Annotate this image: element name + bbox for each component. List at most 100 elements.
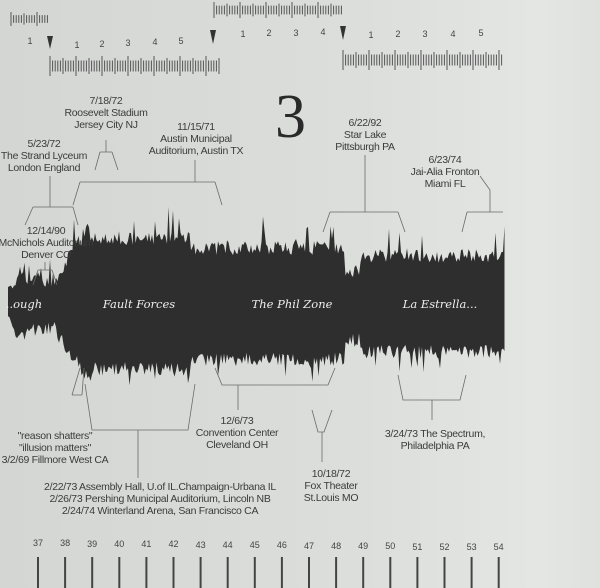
song-title: La Estrella... bbox=[402, 297, 478, 311]
marker-down-icon bbox=[47, 36, 53, 49]
bracket-fox bbox=[311, 409, 333, 462]
annotation-line: 3/2/69 Fillmore West CA bbox=[1, 454, 109, 466]
annotation-line: "illusion matters" bbox=[18, 442, 92, 454]
ruler-number: 37 bbox=[32, 538, 44, 548]
annotation-line: Pittsburgh PA bbox=[335, 141, 395, 153]
top-tick-strips bbox=[10, 2, 503, 76]
song-title: The Phil Zone bbox=[251, 297, 333, 311]
annotation-line: 6/22/92 bbox=[348, 117, 382, 129]
audio-waveform bbox=[8, 206, 505, 386]
marker-icons bbox=[47, 26, 346, 49]
ruler-number: 2 bbox=[395, 29, 401, 39]
ruler-number: 42 bbox=[168, 539, 179, 550]
bracket-cleveland bbox=[214, 367, 336, 410]
ruler-number: 1 bbox=[240, 29, 246, 39]
annotation-mcnichols: 12/14/90 McNichols Auditorium Denver CO bbox=[0, 225, 94, 261]
annotation-line: Miami FL bbox=[424, 178, 466, 190]
ruler-number: 5 bbox=[178, 36, 184, 46]
ruler-number: 47 bbox=[303, 540, 315, 551]
annotation-austin: 11/15/71 Austin Municipal Auditorium, Au… bbox=[148, 121, 244, 157]
annotation-line: Jai-Alia Fronton bbox=[410, 166, 480, 178]
bracket-mcnichols bbox=[32, 262, 58, 286]
annotation-line: Star Lake bbox=[343, 129, 387, 141]
ruler-number: 5 bbox=[478, 28, 484, 38]
ruler-number: 3 bbox=[125, 38, 131, 48]
ruler-number: 46 bbox=[276, 540, 287, 551]
annotation-line: 12/14/90 bbox=[26, 225, 66, 237]
bracket-roosevelt bbox=[94, 140, 119, 171]
ruler-number: 40 bbox=[114, 538, 125, 549]
ruler-number: 1 bbox=[74, 40, 80, 50]
annotation-line: The Strand Lyceum bbox=[0, 150, 88, 162]
bracket-spectrum bbox=[397, 374, 467, 420]
disc-number: 3 bbox=[275, 83, 306, 151]
annotation-line: Convention Center bbox=[195, 427, 279, 439]
annotation-line: 2/24/74 Winterland Arena, San Francisco … bbox=[61, 505, 259, 517]
ruler-number: 4 bbox=[152, 37, 158, 47]
ruler-number: 43 bbox=[195, 539, 206, 550]
annotation-line: Austin Municipal bbox=[160, 133, 232, 145]
annotation-line: Jersey City NJ bbox=[74, 119, 138, 131]
annotation-fillmore: "reason shatters" "illusion matters" 3/2… bbox=[2, 430, 109, 466]
annotation-fox: 10/18/72 Fox Theater St.Louis MO bbox=[303, 468, 359, 504]
ruler-number: 54 bbox=[493, 542, 504, 553]
annotation-line: 12/6/73 bbox=[220, 415, 254, 427]
ruler-number: 2 bbox=[99, 39, 105, 49]
ruler-number: 44 bbox=[222, 539, 233, 550]
annotation-jaialai: 6/23/74 Jai-Alia Fronton Miami FL bbox=[411, 154, 480, 190]
ruler-number: 3 bbox=[422, 29, 428, 39]
ruler-number: 53 bbox=[466, 542, 477, 552]
bracket-jaialai bbox=[461, 175, 503, 233]
bracket-multi bbox=[84, 383, 196, 478]
annotation-line: Cleveland OH bbox=[206, 439, 268, 451]
ruler-number: 48 bbox=[331, 540, 342, 551]
annotation-line: 3/24/73 The Spectrum, bbox=[384, 428, 486, 440]
annotation-roosevelt: 7/18/72 Roosevelt Stadium Jersey City NJ bbox=[64, 95, 147, 131]
annotation-line: 11/15/71 bbox=[177, 121, 215, 133]
bracket-fillmore bbox=[71, 367, 85, 396]
ruler-number: 1 bbox=[368, 30, 374, 40]
annotation-line: 7/18/72 bbox=[89, 95, 123, 107]
annotation-line: McNichols Auditorium bbox=[0, 237, 94, 249]
bracket-austin bbox=[72, 160, 223, 206]
marker-down-icon bbox=[340, 26, 346, 40]
ruler-number: 4 bbox=[320, 27, 326, 37]
annotation-line: 5/23/72 bbox=[27, 138, 61, 150]
annotation-line: 6/23/74 bbox=[428, 154, 462, 166]
ruler-number: 4 bbox=[450, 29, 456, 39]
ruler-number: 38 bbox=[60, 538, 71, 549]
annotation-line: "reason shatters" bbox=[17, 430, 93, 442]
marker-down-icon bbox=[210, 30, 216, 44]
bottom-ruler-ticks bbox=[37, 557, 500, 588]
ruler-number: 41 bbox=[141, 539, 152, 549]
annotation-line: Roosevelt Stadium bbox=[64, 107, 148, 119]
annotation-line: London England bbox=[7, 162, 81, 174]
ruler-number: 49 bbox=[358, 541, 369, 551]
annotation-cleveland: 12/6/73 Convention Center Cleveland OH bbox=[195, 415, 279, 451]
bracket-starlake bbox=[322, 155, 406, 233]
annotation-line: 2/26/73 Pershing Municipal Auditorium, L… bbox=[49, 493, 271, 505]
annotation-line: St.Louis MO bbox=[303, 492, 359, 504]
song-title: ..ough bbox=[5, 297, 43, 311]
song-title: Fault Forces bbox=[102, 297, 176, 311]
ruler-number: 39 bbox=[87, 538, 98, 549]
ruler-number: 50 bbox=[385, 541, 396, 552]
ruler-number: 3 bbox=[293, 28, 299, 38]
ruler-number: 45 bbox=[249, 540, 260, 550]
annotation-multi: 2/22/73 Assembly Hall, U.of IL.Champaign… bbox=[44, 481, 276, 517]
bracket-lines bbox=[24, 140, 503, 478]
annotation-spectrum: 3/24/73 The Spectrum, Philadelphia PA bbox=[384, 428, 486, 452]
annotation-line: Fox Theater bbox=[304, 480, 358, 492]
ruler-number: 2 bbox=[266, 28, 272, 38]
annotation-strand: 5/23/72 The Strand Lyceum London England bbox=[1, 138, 87, 174]
annotation-line: 10/18/72 bbox=[311, 468, 351, 480]
ruler-number: 51 bbox=[412, 541, 423, 552]
ruler-number: 52 bbox=[439, 541, 450, 552]
annotation-line: Denver CO bbox=[21, 249, 71, 261]
bracket-strand bbox=[24, 176, 79, 226]
annotation-line: Auditorium, Austin TX bbox=[148, 145, 244, 157]
annotation-starlake: 6/22/92 Star Lake Pittsburgh PA bbox=[335, 117, 395, 153]
annotation-line: 2/22/73 Assembly Hall, U.of IL.Champaign… bbox=[44, 481, 276, 493]
annotation-line: Philadelphia PA bbox=[400, 440, 470, 452]
